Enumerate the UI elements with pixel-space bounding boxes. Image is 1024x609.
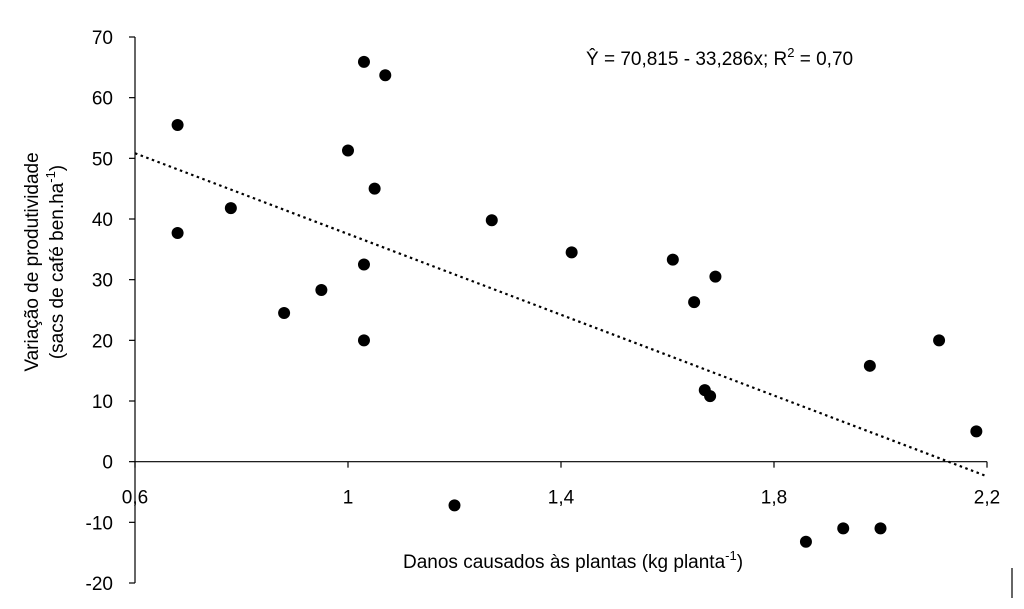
y-tick-label: 50 xyxy=(92,149,113,170)
y-tick-label: 20 xyxy=(92,331,113,352)
y-tick-label: 40 xyxy=(92,210,113,231)
data-point xyxy=(933,334,946,347)
y-axis-label-line1: Variação de produtividade xyxy=(22,152,43,371)
data-point xyxy=(688,296,701,309)
data-point xyxy=(837,522,850,535)
y-axis-label: Variação de produtividade (sacs de café … xyxy=(22,152,68,371)
data-point xyxy=(171,118,184,131)
data-point xyxy=(704,390,717,403)
data-point xyxy=(278,307,291,320)
equation-prefix: Ŷ = 70,815 - 33,286x; R xyxy=(586,48,787,70)
data-point xyxy=(863,359,876,372)
data-point xyxy=(357,55,370,68)
x-axis-label-end: ) xyxy=(737,552,743,573)
data-points xyxy=(171,55,983,548)
data-point xyxy=(357,258,370,271)
x-axis-label-text: Danos causados às plantas (kg planta xyxy=(403,552,726,573)
data-point xyxy=(874,522,887,535)
y-tick-label: -20 xyxy=(86,574,113,595)
data-point xyxy=(342,144,354,157)
data-point xyxy=(565,246,578,259)
x-axis-label-sup: -1 xyxy=(725,548,737,563)
x-axis-label: Danos causados às plantas (kg planta-1) xyxy=(403,548,743,573)
y-axis-ticks: -20 -10 0 10 20 30 40 50 60 70 xyxy=(86,28,135,595)
data-point xyxy=(315,283,328,296)
y-axis-label-line2-end: ) xyxy=(47,165,68,171)
x-tick-label: 1,4 xyxy=(548,488,575,509)
data-point xyxy=(970,425,983,438)
data-point xyxy=(666,253,679,266)
y-axis-label-line2: (sacs de café ben.ha-1) xyxy=(43,165,68,359)
y-tick-label: -10 xyxy=(86,513,113,534)
data-point xyxy=(709,270,722,283)
data-point xyxy=(485,214,498,227)
data-point xyxy=(368,182,381,195)
data-point xyxy=(379,69,392,82)
regression-equation: Ŷ = 70,815 - 33,286x; R2 = 0,70 xyxy=(586,45,853,70)
y-axis-label-line2-sup: -1 xyxy=(43,171,58,183)
y-axis-label-line2-text: (sacs de café ben.ha xyxy=(47,182,68,359)
x-tick-label: 2,2 xyxy=(974,488,1000,509)
y-tick-label: 70 xyxy=(92,28,113,49)
y-tick-label: 10 xyxy=(92,392,113,413)
data-point xyxy=(357,334,370,347)
x-axis-ticks: 0,6 1 1,4 1,8 2,2 xyxy=(122,461,1000,509)
y-tick-label: 30 xyxy=(92,271,113,292)
trendline xyxy=(134,152,988,478)
data-point xyxy=(799,535,812,548)
equation-superscript: 2 xyxy=(787,45,794,60)
data-point xyxy=(224,202,237,215)
x-tick-label: 1 xyxy=(343,488,354,509)
data-point xyxy=(171,226,184,239)
x-tick-label: 1,8 xyxy=(761,488,787,509)
equation-suffix: = 0,70 xyxy=(794,49,853,70)
x-tick-label: 0,6 xyxy=(122,488,148,509)
y-tick-label: 60 xyxy=(92,89,113,110)
data-point xyxy=(448,499,461,512)
y-tick-label: 0 xyxy=(102,453,113,474)
